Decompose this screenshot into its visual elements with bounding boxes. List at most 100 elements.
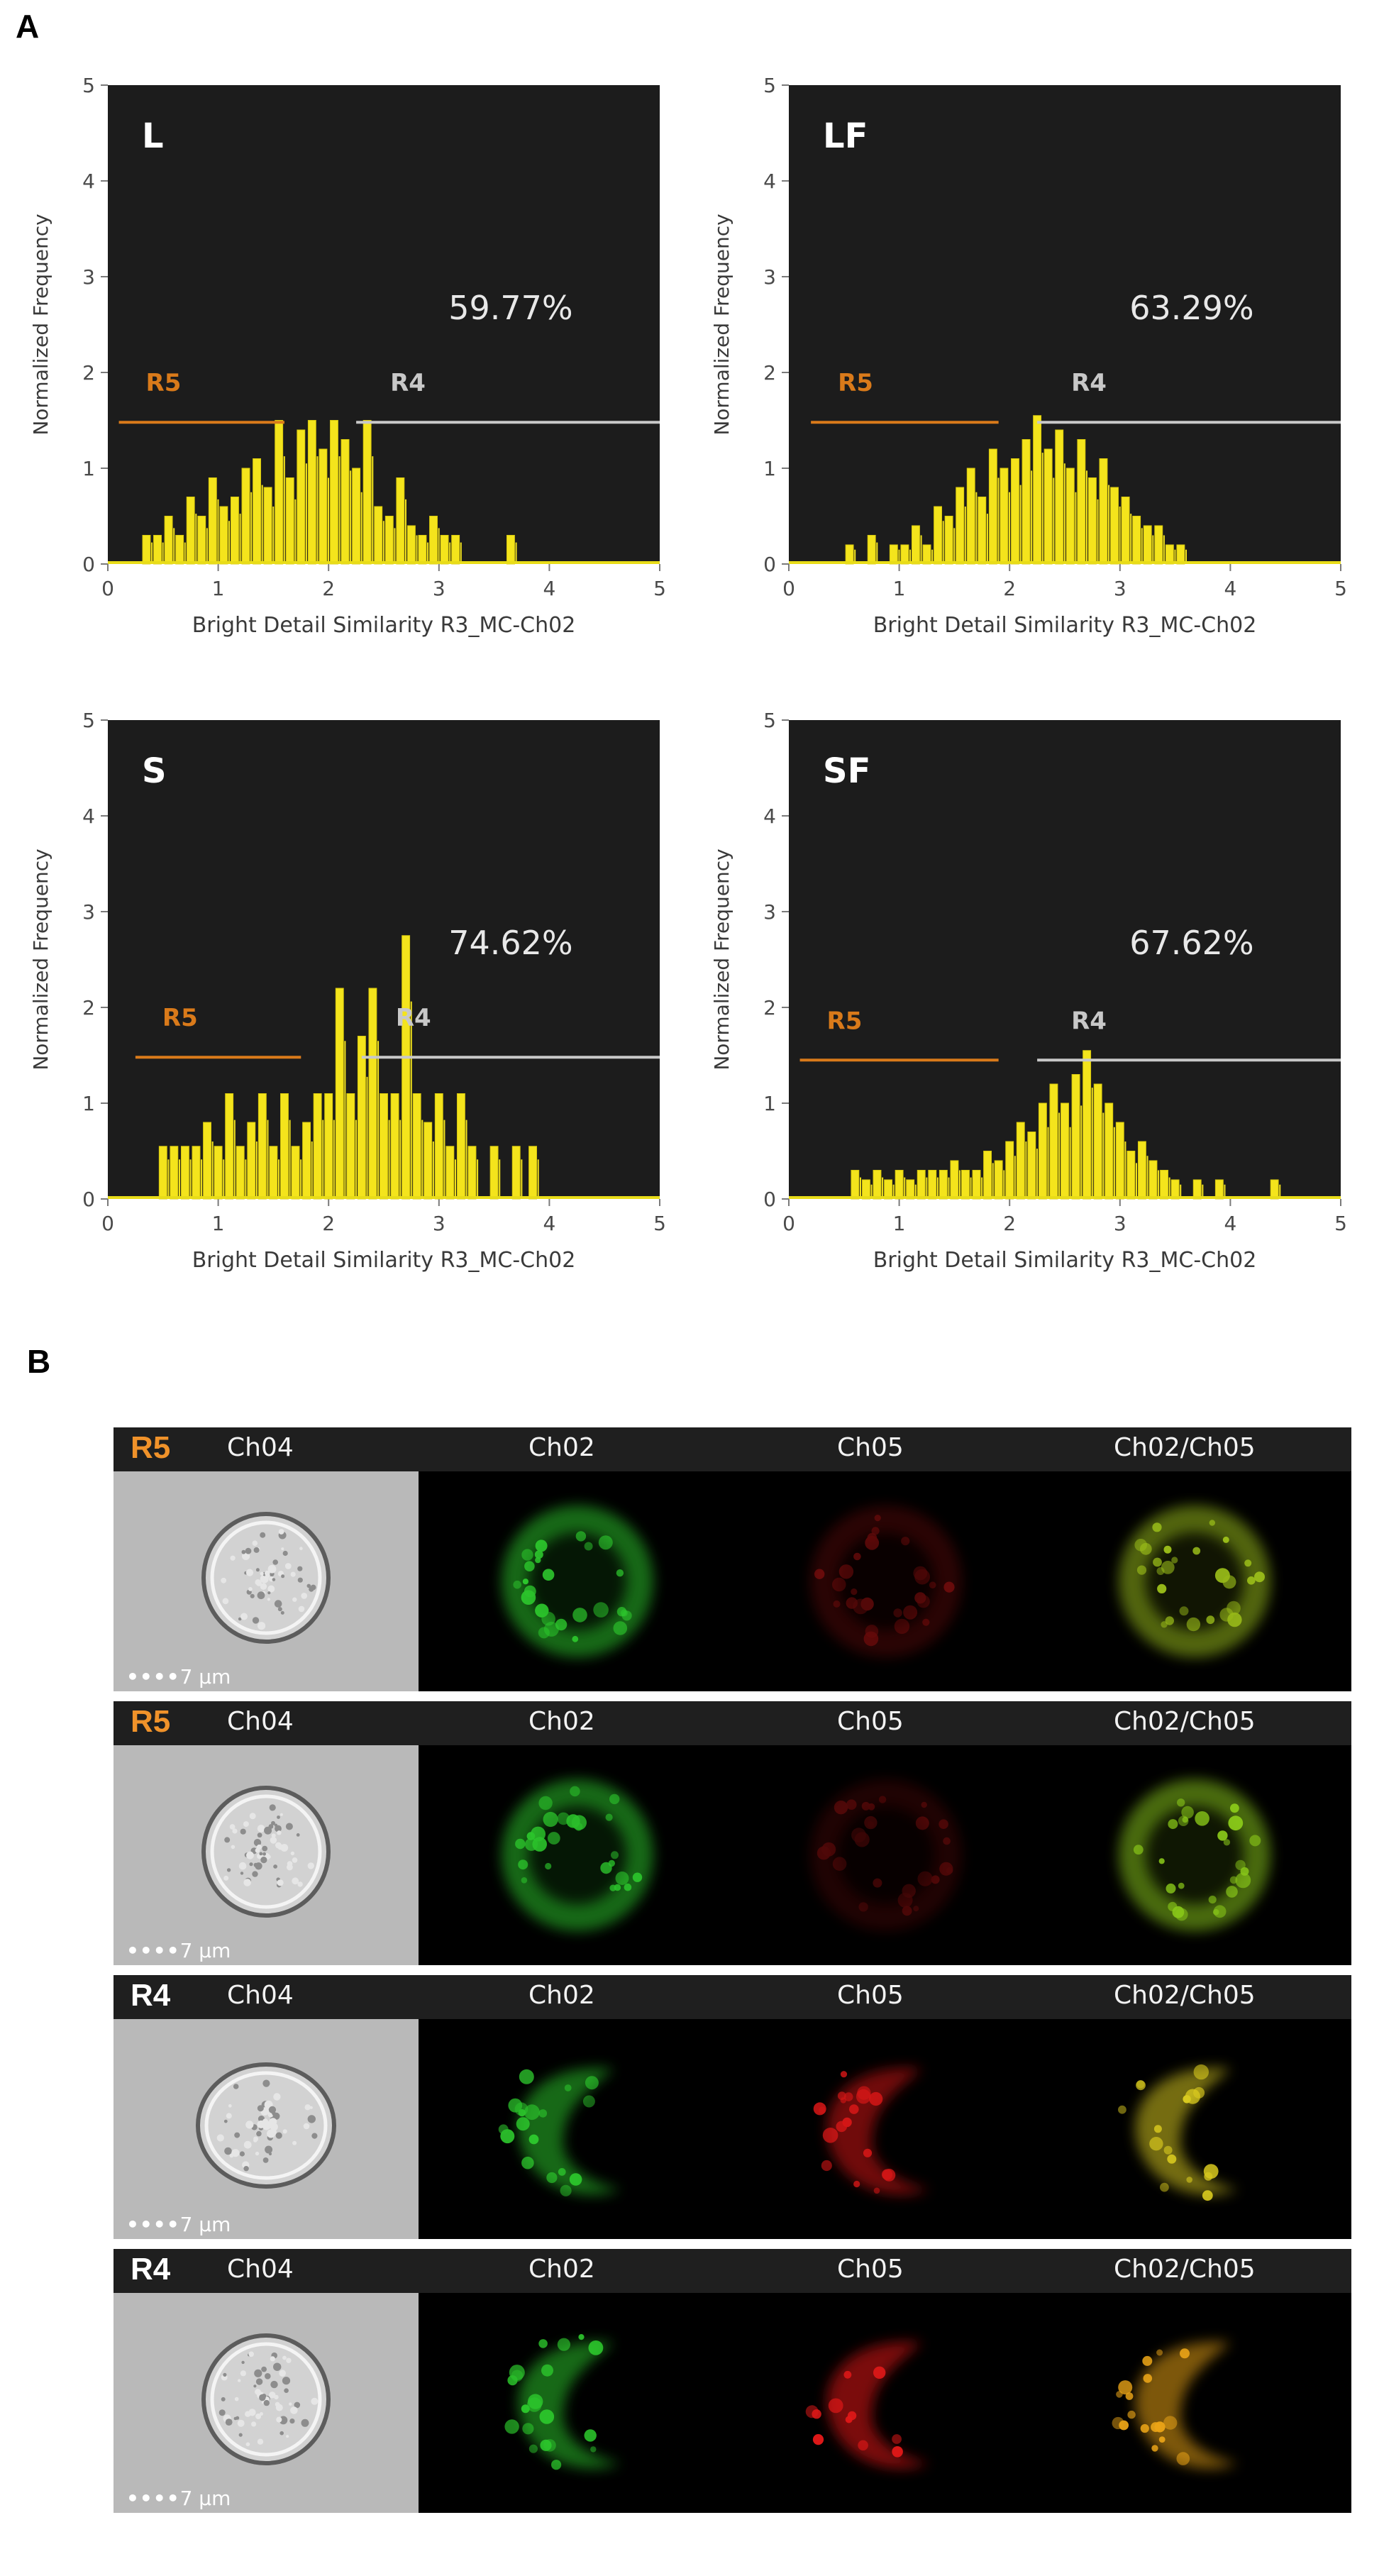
- gate-label-r5: R5: [838, 369, 873, 397]
- x-tick-label: 4: [543, 577, 555, 600]
- histogram-bar: [368, 988, 377, 1200]
- histogram-bar: [1105, 1102, 1114, 1200]
- histogram-bar: [934, 506, 943, 565]
- histogram-bar: [396, 477, 405, 565]
- histogram-bar: [1270, 1179, 1279, 1200]
- histogram-bar: [917, 1170, 926, 1200]
- histogram-bar: [1143, 525, 1152, 565]
- y-tick-label: 3: [82, 265, 95, 289]
- x-tick-label: 3: [433, 1212, 445, 1235]
- histogram-bar: [511, 1146, 521, 1200]
- histogram-bar: [1022, 439, 1031, 565]
- y-tick-label: 4: [82, 805, 95, 828]
- x-tick-label: 1: [212, 577, 225, 600]
- histogram-bar: [1099, 458, 1108, 565]
- histogram-bar: [966, 468, 975, 565]
- gated-percentage: 59.77%: [448, 289, 572, 327]
- strip-header: [114, 1427, 1351, 1471]
- x-tick-label: 2: [322, 1212, 335, 1235]
- histogram-bar: [1011, 458, 1019, 565]
- histogram-bar: [153, 535, 162, 565]
- channel-label-merge: Ch02/Ch05: [1114, 1433, 1256, 1462]
- gate-label-r4: R4: [1071, 1007, 1107, 1035]
- histogram-bar: [873, 1170, 882, 1200]
- histogram-bar: [374, 506, 383, 565]
- gate-label-r5: R5: [162, 1004, 198, 1032]
- histogram-bar: [1077, 439, 1086, 565]
- histogram-bar: [972, 1170, 981, 1200]
- histogram-bar: [412, 1093, 421, 1200]
- histogram-bar: [1110, 487, 1119, 565]
- histogram-bar: [1165, 544, 1174, 565]
- gated-percentage: 74.62%: [448, 924, 572, 962]
- histogram-bar: [380, 1093, 388, 1200]
- histogram-bar: [362, 420, 372, 565]
- histogram-bar: [1176, 544, 1185, 565]
- x-tick-label: 5: [653, 1212, 666, 1235]
- x-tick-label: 2: [1003, 1212, 1016, 1235]
- y-tick-label: 2: [82, 996, 95, 1019]
- ch05-red-image: [731, 2293, 1041, 2513]
- channel-label-ch02: Ch02: [528, 1433, 595, 1462]
- scale-bar-label: 7 µm: [179, 2487, 231, 2510]
- x-tick-label: 2: [322, 577, 335, 600]
- histogram-bar: [1093, 1083, 1102, 1200]
- y-tick-label: 5: [82, 74, 95, 97]
- region-tag: R4: [131, 2252, 171, 2287]
- histogram-bar: [1115, 1122, 1124, 1200]
- histogram-bar: [1160, 1170, 1168, 1200]
- histogram-bar: [402, 935, 411, 1200]
- histogram-bar: [1000, 468, 1009, 565]
- panel-group-label: S: [142, 751, 167, 791]
- scale-bar: ••••7 µm: [126, 1665, 231, 1688]
- histogram-bar: [988, 448, 997, 565]
- histogram-bar: [1065, 468, 1075, 565]
- histogram-bar: [1126, 1151, 1136, 1200]
- x-axis-label: Bright Detail Similarity R3_MC-Ch02: [192, 613, 576, 638]
- gated-percentage: 63.29%: [1129, 289, 1253, 327]
- x-tick-label: 4: [1224, 1212, 1236, 1235]
- histogram-bar: [1214, 1179, 1224, 1200]
- histogram-bar: [357, 1036, 366, 1200]
- channel-label-ch05: Ch05: [837, 1707, 904, 1736]
- brightfield-image: ••••7 µm: [114, 1745, 419, 1965]
- histogram-bar: [1137, 1141, 1146, 1200]
- channel-label-merge: Ch02/Ch05: [1114, 2255, 1256, 2284]
- histogram-bar: [506, 535, 515, 565]
- scale-bar: ••••7 µm: [126, 2213, 231, 2236]
- histogram-bar: [1055, 429, 1064, 565]
- histogram-bar: [280, 1093, 289, 1200]
- histogram-bar: [456, 1093, 465, 1200]
- x-tick-label: 1: [893, 577, 906, 600]
- histogram-bar: [429, 516, 438, 565]
- x-tick-label: 3: [1114, 1212, 1126, 1235]
- channel-label-ch04: Ch04: [227, 1981, 294, 2010]
- histogram-bar: [384, 516, 394, 565]
- brightfield-image: ••••7 µm: [114, 2019, 419, 2239]
- y-tick-label: 1: [763, 457, 776, 480]
- y-tick-label: 0: [82, 1188, 95, 1211]
- histogram-bar: [939, 1170, 948, 1200]
- histogram-bar: [390, 1093, 399, 1200]
- scale-bar: ••••7 µm: [126, 2487, 231, 2510]
- histogram-bar: [434, 1093, 443, 1200]
- histogram-l: 0 1 2 3 4 5 0 1 2 3 4 5 Bright Detail Similarity R3_…: [29, 74, 666, 638]
- ch02-green-image: [422, 1745, 733, 1965]
- histogram-bar: [330, 420, 338, 565]
- gate-label-r4: R4: [396, 1004, 431, 1032]
- histogram-bar: [203, 1122, 211, 1200]
- gated-percentage: 67.62%: [1129, 924, 1253, 962]
- histogram-bar: [445, 1146, 455, 1200]
- y-tick-label: 5: [763, 709, 776, 732]
- histogram-bar: [911, 525, 920, 565]
- panel-group-label: LF: [823, 116, 868, 156]
- y-tick-label: 5: [82, 709, 95, 732]
- histogram-bar: [307, 420, 316, 565]
- strip-header: [114, 1701, 1351, 1745]
- scale-bar-dots: ••••: [126, 1665, 180, 1688]
- histogram-bar: [275, 420, 284, 565]
- histogram-bar: [230, 497, 239, 565]
- scale-bar-dots: ••••: [126, 2213, 180, 2236]
- y-tick-label: 2: [763, 996, 776, 1019]
- gate-label-r5: R5: [146, 369, 182, 397]
